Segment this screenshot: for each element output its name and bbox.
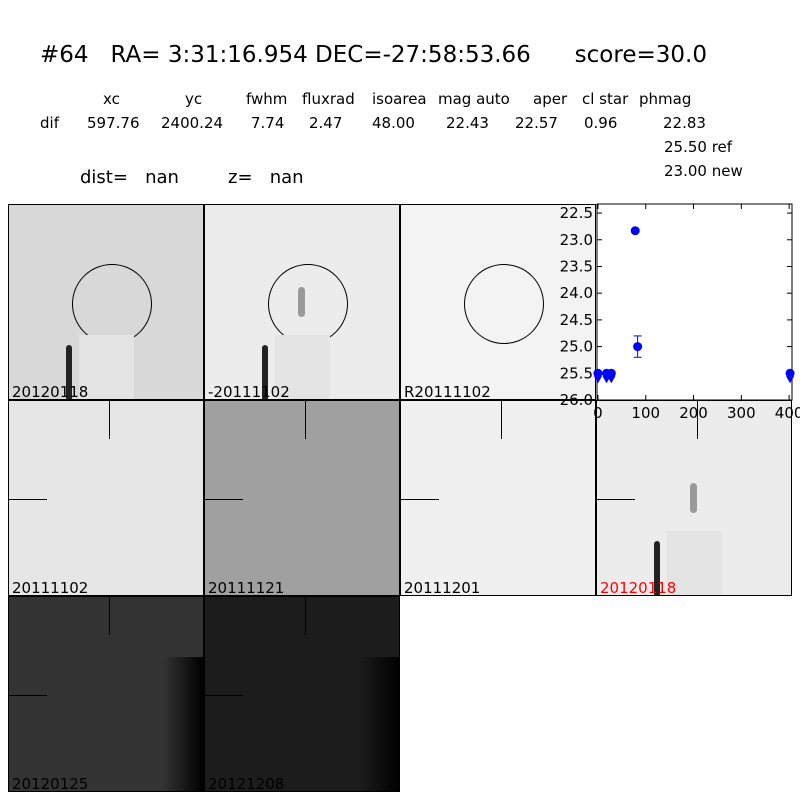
table-cell: 0.96 <box>584 114 618 132</box>
crosshair-tick <box>205 695 243 696</box>
column-header: xc <box>103 90 120 108</box>
cutout-label: 20111121 <box>208 579 285 596</box>
dist-value: dist= nan <box>80 167 179 188</box>
crosshair-tick <box>697 401 698 439</box>
table-cell: 22.43 <box>446 114 489 132</box>
image-cutout: R20111102 <box>400 204 596 400</box>
aperture-circle <box>72 264 152 344</box>
cutout-label: 20121208 <box>208 775 285 792</box>
upper-limit-marker <box>607 376 616 384</box>
image-cutout: 20111201 <box>400 400 596 596</box>
table-cell: 48.00 <box>372 114 415 132</box>
crosshair-tick <box>305 597 306 635</box>
image-cutout: 20120118 <box>8 204 204 400</box>
column-header: cl star <box>582 90 629 108</box>
data-point <box>593 368 603 378</box>
magnitude-chart: 22.5 23.0 23.5 24.0 24.5 25.0 25.5 26.00 100 200 3… <box>560 203 800 422</box>
data-point <box>630 226 640 236</box>
crosshair-tick <box>305 401 306 439</box>
crosshair-tick <box>9 499 47 500</box>
cutout-label: -20111102 <box>208 383 290 400</box>
cutout-label: 20111201 <box>404 579 481 596</box>
cutout-label: 20111102 <box>12 579 89 596</box>
x-tick-label: 100 <box>631 404 660 422</box>
image-cutout: 20121208 <box>204 596 400 792</box>
table-cell: 597.76 <box>87 114 140 132</box>
column-header: isoarea <box>372 90 427 108</box>
crosshair-tick <box>9 695 47 696</box>
crosshair-tick <box>401 499 439 500</box>
crosshair-tick <box>501 401 502 439</box>
row-label: dif <box>40 114 59 132</box>
new-mag: 23.00 new <box>664 162 743 180</box>
z-value: z= nan <box>228 167 304 188</box>
crosshair-tick <box>109 597 110 635</box>
x-tick-label: 400 <box>775 404 800 422</box>
aperture-circle <box>464 264 544 344</box>
cutout-label: 20120118 <box>12 383 89 400</box>
crosshair-tick <box>597 499 635 500</box>
column-header: fluxrad <box>302 90 355 108</box>
y-tick-label: 25.0 <box>560 338 593 356</box>
table-cell: 7.74 <box>251 114 285 132</box>
crosshair-tick <box>205 499 243 500</box>
ref-mag: 25.50 ref <box>664 138 733 156</box>
x-tick-label: 300 <box>727 404 756 422</box>
column-header: fwhm <box>246 90 288 108</box>
cutout-label: 20120125 <box>12 775 89 792</box>
image-cutout: -20111102 <box>204 204 400 400</box>
image-cutout: 20120125 <box>8 596 204 792</box>
table-cell: 2400.24 <box>161 114 224 132</box>
y-tick-label: 23.0 <box>560 231 593 249</box>
cutout-label: R20111102 <box>404 383 491 400</box>
title: #64 RA= 3:31:16.954 DEC=-27:58:53.66 sco… <box>40 42 707 68</box>
data-point <box>785 368 795 378</box>
data-point <box>606 368 616 378</box>
data-point <box>633 342 643 352</box>
x-tick-label: 0 <box>593 404 603 422</box>
aperture-circle <box>268 264 348 344</box>
column-header: aper <box>533 90 568 108</box>
table-cell: 22.83 <box>663 114 706 132</box>
upper-limit-marker <box>593 376 602 384</box>
upper-limit-marker <box>786 376 795 384</box>
y-tick-label: 24.5 <box>560 311 593 329</box>
y-tick-label: 23.5 <box>560 257 593 275</box>
plot-area <box>596 203 793 401</box>
y-tick-label: 26.0 <box>560 391 593 409</box>
column-header: mag auto <box>438 90 510 108</box>
table-cell: 22.57 <box>515 114 558 132</box>
y-tick-label: 25.5 <box>560 364 593 382</box>
y-tick-label: 22.5 <box>560 204 593 222</box>
x-tick-label: 200 <box>679 404 708 422</box>
y-tick-label: 24.0 <box>560 284 593 302</box>
crosshair-tick <box>109 401 110 439</box>
table-cell: 2.47 <box>309 114 343 132</box>
column-header: phmag <box>639 90 692 108</box>
image-cutout: 20111121 <box>204 400 400 596</box>
image-cutout: 20111102 <box>8 400 204 596</box>
cutout-label: 20120118 <box>600 579 677 596</box>
column-header: yc <box>185 90 203 108</box>
